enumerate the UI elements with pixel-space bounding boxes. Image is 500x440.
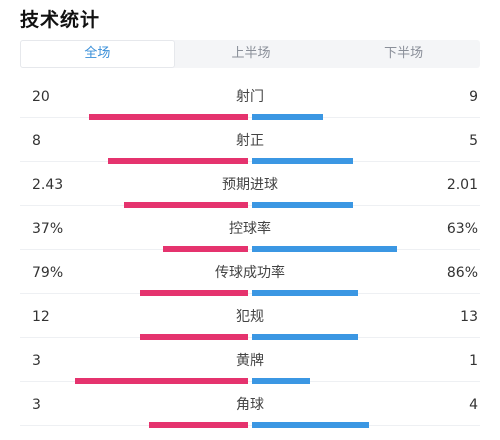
home-bar [89, 114, 248, 120]
home-bar [149, 422, 248, 428]
stat-track [20, 381, 480, 382]
away-value: 63% [446, 221, 478, 237]
stat-track [20, 161, 480, 162]
away-bar [252, 334, 358, 340]
home-bar [75, 378, 248, 384]
home-value: 37% [32, 221, 64, 237]
away-value: 9 [469, 89, 478, 105]
away-bar [252, 202, 353, 208]
stat-row-yellow-cards: 3 黄牌 1 [20, 352, 480, 396]
page-title: 技术统计 [20, 9, 101, 31]
tab-first-half[interactable]: 上半场 [231, 46, 271, 61]
home-value: 12 [32, 309, 50, 325]
away-value: 1 [469, 353, 478, 369]
stat-label: 控球率 [229, 221, 271, 237]
home-value: 3 [32, 353, 41, 369]
tab-full-match[interactable]: 全场 [20, 40, 175, 68]
home-bar [163, 246, 248, 252]
home-value: 20 [32, 89, 50, 105]
away-value: 13 [460, 309, 478, 325]
stat-row-fouls: 12 犯规 13 [20, 308, 480, 352]
home-value: 3 [32, 397, 41, 413]
home-bar [108, 158, 248, 164]
home-value: 8 [32, 133, 41, 149]
stat-track [20, 205, 480, 206]
away-value: 5 [469, 133, 478, 149]
home-bar [124, 202, 248, 208]
away-value: 4 [469, 397, 478, 413]
stat-row-shots: 20 射门 9 [20, 88, 480, 132]
home-value: 2.43 [32, 177, 64, 193]
home-bar [140, 334, 248, 340]
stat-label: 黄牌 [236, 353, 264, 369]
stat-label: 犯规 [236, 309, 264, 325]
stat-track [20, 249, 480, 250]
home-value: 79% [32, 265, 64, 281]
stat-track [20, 117, 480, 118]
away-bar [252, 114, 323, 120]
stat-row-pass-accuracy: 79% 传球成功率 86% [20, 264, 480, 308]
stat-track [20, 425, 480, 426]
away-bar [252, 422, 369, 428]
stat-row-shots-on-target: 8 射正 5 [20, 132, 480, 176]
tab-second-half[interactable]: 下半场 [384, 46, 424, 61]
stat-label: 射正 [236, 133, 264, 149]
home-bar [140, 290, 248, 296]
away-value: 86% [446, 265, 478, 281]
stat-track [20, 337, 480, 338]
away-bar [252, 378, 310, 384]
away-bar [252, 246, 397, 252]
away-value: 2.01 [446, 177, 478, 193]
stat-row-expected-goals: 2.43 预期进球 2.01 [20, 176, 480, 220]
stat-label: 角球 [236, 397, 264, 413]
stat-label: 预期进球 [222, 177, 278, 193]
stat-row-possession: 37% 控球率 63% [20, 220, 480, 264]
away-bar [252, 290, 358, 296]
stat-row-corners: 3 角球 4 [20, 396, 480, 440]
stat-label: 传球成功率 [215, 265, 285, 281]
period-tabs: 全场 上半场 下半场 [20, 40, 480, 68]
stat-label: 射门 [236, 89, 264, 105]
stat-track [20, 293, 480, 294]
away-bar [252, 158, 353, 164]
